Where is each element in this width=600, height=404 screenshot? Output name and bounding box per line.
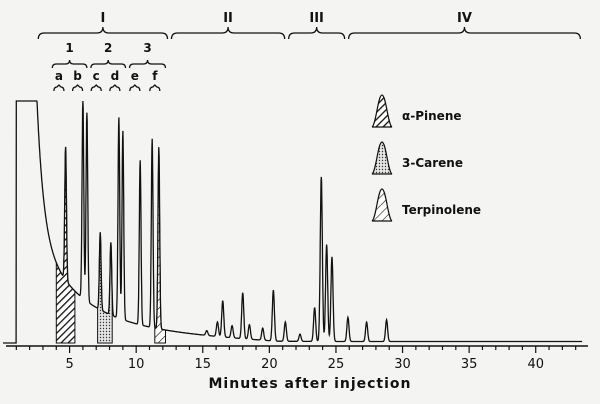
x-tick-label: 35 — [461, 357, 478, 372]
legend-swatch — [371, 188, 393, 222]
legend-entry: Terpinolene — [371, 188, 481, 222]
peak-label: a — [55, 69, 63, 83]
x-tick-label: 25 — [328, 357, 345, 372]
group-label: 2 — [104, 41, 112, 55]
x-tick-label: 15 — [194, 357, 211, 372]
section-label: II — [223, 11, 233, 26]
group-brace — [90, 59, 127, 69]
x-tick-label: 5 — [65, 357, 73, 372]
legend-entry: 3-Carene — [371, 141, 463, 175]
section-label: IV — [457, 11, 472, 26]
legend-label: 3-Carene — [402, 156, 463, 170]
group-label: 1 — [65, 41, 73, 55]
legend-swatch — [371, 141, 393, 175]
x-tick-label: 10 — [128, 357, 145, 372]
peak-label: e — [131, 69, 139, 83]
legend-entry: α-Pinene — [371, 94, 462, 128]
section-brace — [170, 26, 286, 40]
section-brackets: I II III IV1 2 3a b c d e f — [37, 11, 581, 92]
legend-label: α-Pinene — [402, 109, 462, 123]
peak-label-brace — [129, 84, 141, 92]
chromatogram-trace — [3, 100, 583, 344]
section-label: III — [309, 11, 324, 26]
x-axis: 5 10 15 20 25 30 35 40 — [6, 345, 588, 372]
x-tick-label: 20 — [261, 357, 278, 372]
legend: α-Pinene 3-Carene Terpinolene — [371, 94, 481, 222]
section-brace — [288, 26, 346, 40]
peak-label: f — [152, 69, 158, 83]
section-brace — [37, 26, 169, 40]
x-tick-label: 40 — [527, 357, 544, 372]
peak-label: b — [73, 69, 82, 83]
x-tick-label: 30 — [394, 357, 411, 372]
group-label: 3 — [143, 41, 151, 55]
peak-label-brace — [109, 84, 121, 92]
group-brace — [128, 59, 167, 69]
legend-label: Terpinolene — [402, 203, 481, 217]
peak-label-brace — [71, 84, 84, 92]
peak-label: c — [93, 69, 100, 83]
group-brace — [51, 59, 88, 69]
peak-label-brace — [53, 84, 65, 92]
section-brace — [347, 26, 581, 40]
peak-label-brace — [149, 84, 161, 92]
peak-label: d — [111, 69, 120, 83]
legend-swatch — [371, 94, 393, 128]
peak-label-brace — [90, 84, 102, 92]
section-label: I — [100, 11, 105, 26]
x-axis-label: Minutes after injection — [209, 376, 412, 392]
